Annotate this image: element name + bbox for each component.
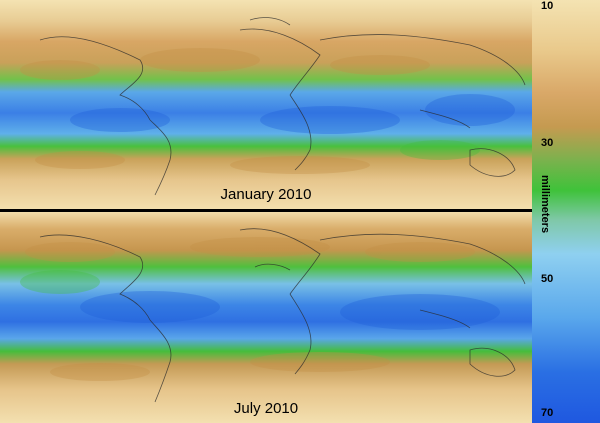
panel-label-january: January 2010 [220,186,312,203]
map-panel-january: January 2010 [0,0,532,209]
coastlines-january [39,17,526,196]
colorbar-tick-10: 10 [541,0,554,12]
colorbar-tick-70: 70 [541,407,554,419]
panel-divider [0,209,532,212]
precipitation-colorbar [532,0,600,423]
colorbar-unit-label: millimeters [539,175,551,234]
precipitation-field-july [0,212,532,423]
precipitation-field-january [0,0,532,209]
panel-label-july: July 2010 [233,400,299,417]
map-panel-july: July 2010 [0,212,532,423]
colorbar-tick-50: 50 [541,273,554,285]
coastlines-july [39,228,526,403]
colorbar-tick-30: 30 [541,137,554,149]
